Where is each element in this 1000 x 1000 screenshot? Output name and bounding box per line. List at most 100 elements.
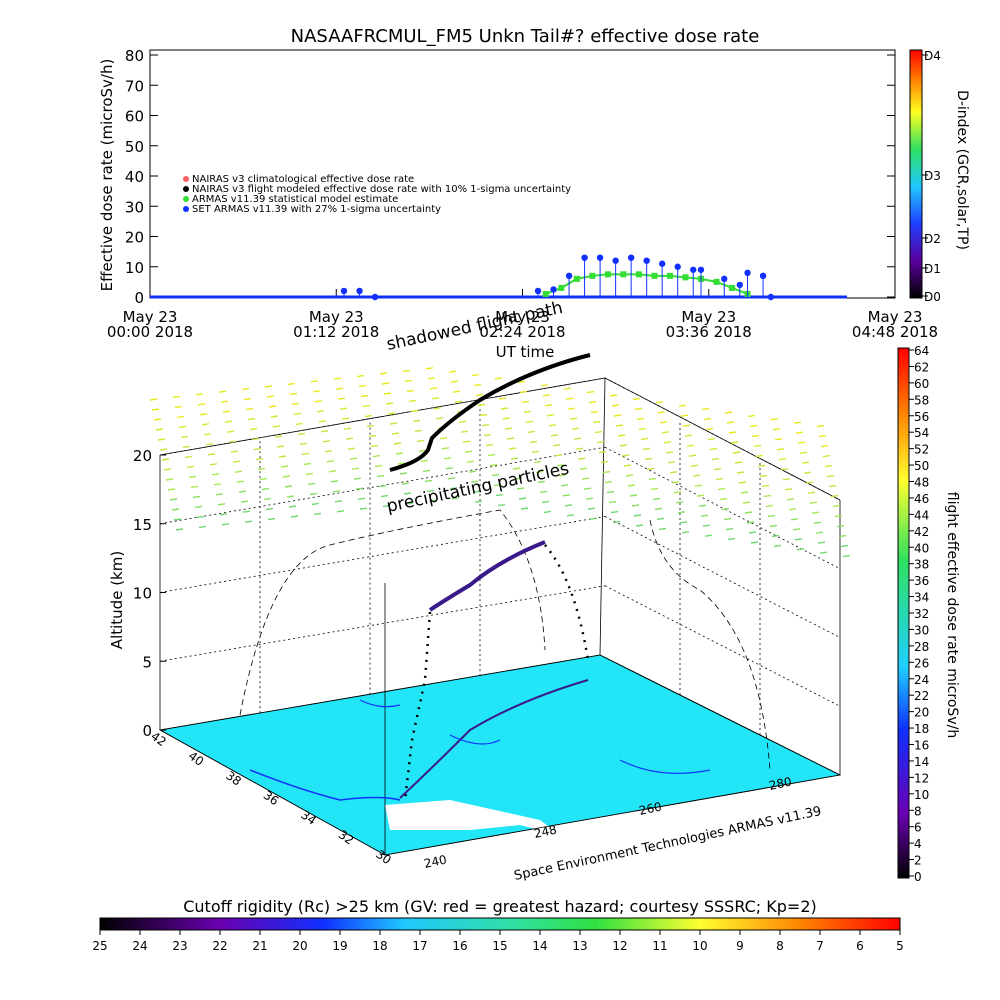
particle [345,437,354,440]
x-tick-time: 01:12 2018 [293,323,379,341]
particle [694,484,703,487]
particle [318,420,327,423]
particle [554,454,563,457]
particle [305,472,314,476]
particle [418,449,427,453]
y-tick-label: 0 [134,289,144,307]
particle [470,480,479,483]
particle [159,448,168,451]
particle [725,527,734,531]
particle [475,393,484,397]
longitude-tick-label: 280 [768,774,793,792]
particle [500,407,509,410]
particle [700,514,709,517]
model-point [682,274,689,281]
frame-edge [599,654,841,776]
particle [474,500,483,503]
particle [811,511,820,514]
particle [335,387,344,390]
dose-colorbar-tick-label: 16 [914,739,929,753]
particle [197,403,206,406]
x-tick-date: May 23 [868,308,923,326]
particle [175,528,184,531]
3d-grid [159,377,841,856]
particle [830,494,839,498]
particle [313,512,322,516]
particle [188,475,197,479]
particle [648,477,657,481]
particle [219,513,228,516]
precipitating-particles [149,367,851,558]
particle [343,427,352,430]
y-tick-label: 10 [125,259,144,277]
particle [537,480,546,484]
particle [652,497,661,501]
rigidity-tick-label: 8 [776,939,784,953]
particle [690,464,699,467]
particle [619,444,628,447]
particle [717,487,726,491]
particle [792,528,801,531]
particle [629,494,638,497]
particle [642,447,651,451]
dose-colorbar-tick-label: 22 [914,689,929,703]
chart-title: NASAAFRCMUL_FM5 Unkn Tail#? effective do… [291,26,760,47]
particle [587,507,596,510]
particle [447,477,456,480]
dose-colorbar-tick-label: 6 [914,821,922,835]
particle [817,541,826,544]
particle [757,464,766,468]
x-tick-date: May 23 [123,308,178,326]
particle [598,450,607,454]
particle [441,447,450,450]
particle [540,384,549,387]
dose-colorbar-tick-label: 8 [914,804,922,818]
model-point [604,271,611,278]
particle [224,420,233,423]
particle [320,430,329,433]
particle [550,434,559,437]
particle [617,434,626,437]
particle [678,404,687,407]
particle [751,434,760,438]
rigidity-tick-label: 24 [132,939,147,953]
particle [491,473,500,477]
armas-point [690,266,697,273]
d-index-tick-label: D2 [924,232,941,246]
coastline [249,769,401,801]
particle [512,467,521,470]
particle [245,407,254,411]
longitude-tick-label: 260 [638,799,663,817]
altitude-tick-label: 10 [133,585,152,603]
dose-colorbar-tick-label: 38 [914,558,929,572]
particle [393,442,402,445]
particle [468,470,477,473]
particle [495,493,504,497]
particle [807,491,816,494]
particle [556,464,565,467]
armas-point [550,286,557,293]
model-point [651,272,658,279]
dose-colorbar-tick-label: 4 [914,837,922,851]
particle [284,485,293,488]
particle [546,414,555,417]
d-index-label: D-index (GCR,solar,TP) [954,90,970,250]
particle [309,492,318,496]
particle [282,475,291,478]
particle [330,480,339,483]
particle [734,461,743,464]
rigidity-tick-label: 5 [896,939,904,953]
particle [707,437,716,441]
particle [222,410,231,413]
particle [797,441,806,444]
particle [596,440,605,444]
particle [213,483,222,486]
particle [600,460,609,464]
particle [824,464,833,468]
particle [778,458,787,461]
particle [374,464,383,468]
particle [278,455,287,458]
rigidity-tick-label: 10 [692,939,707,953]
